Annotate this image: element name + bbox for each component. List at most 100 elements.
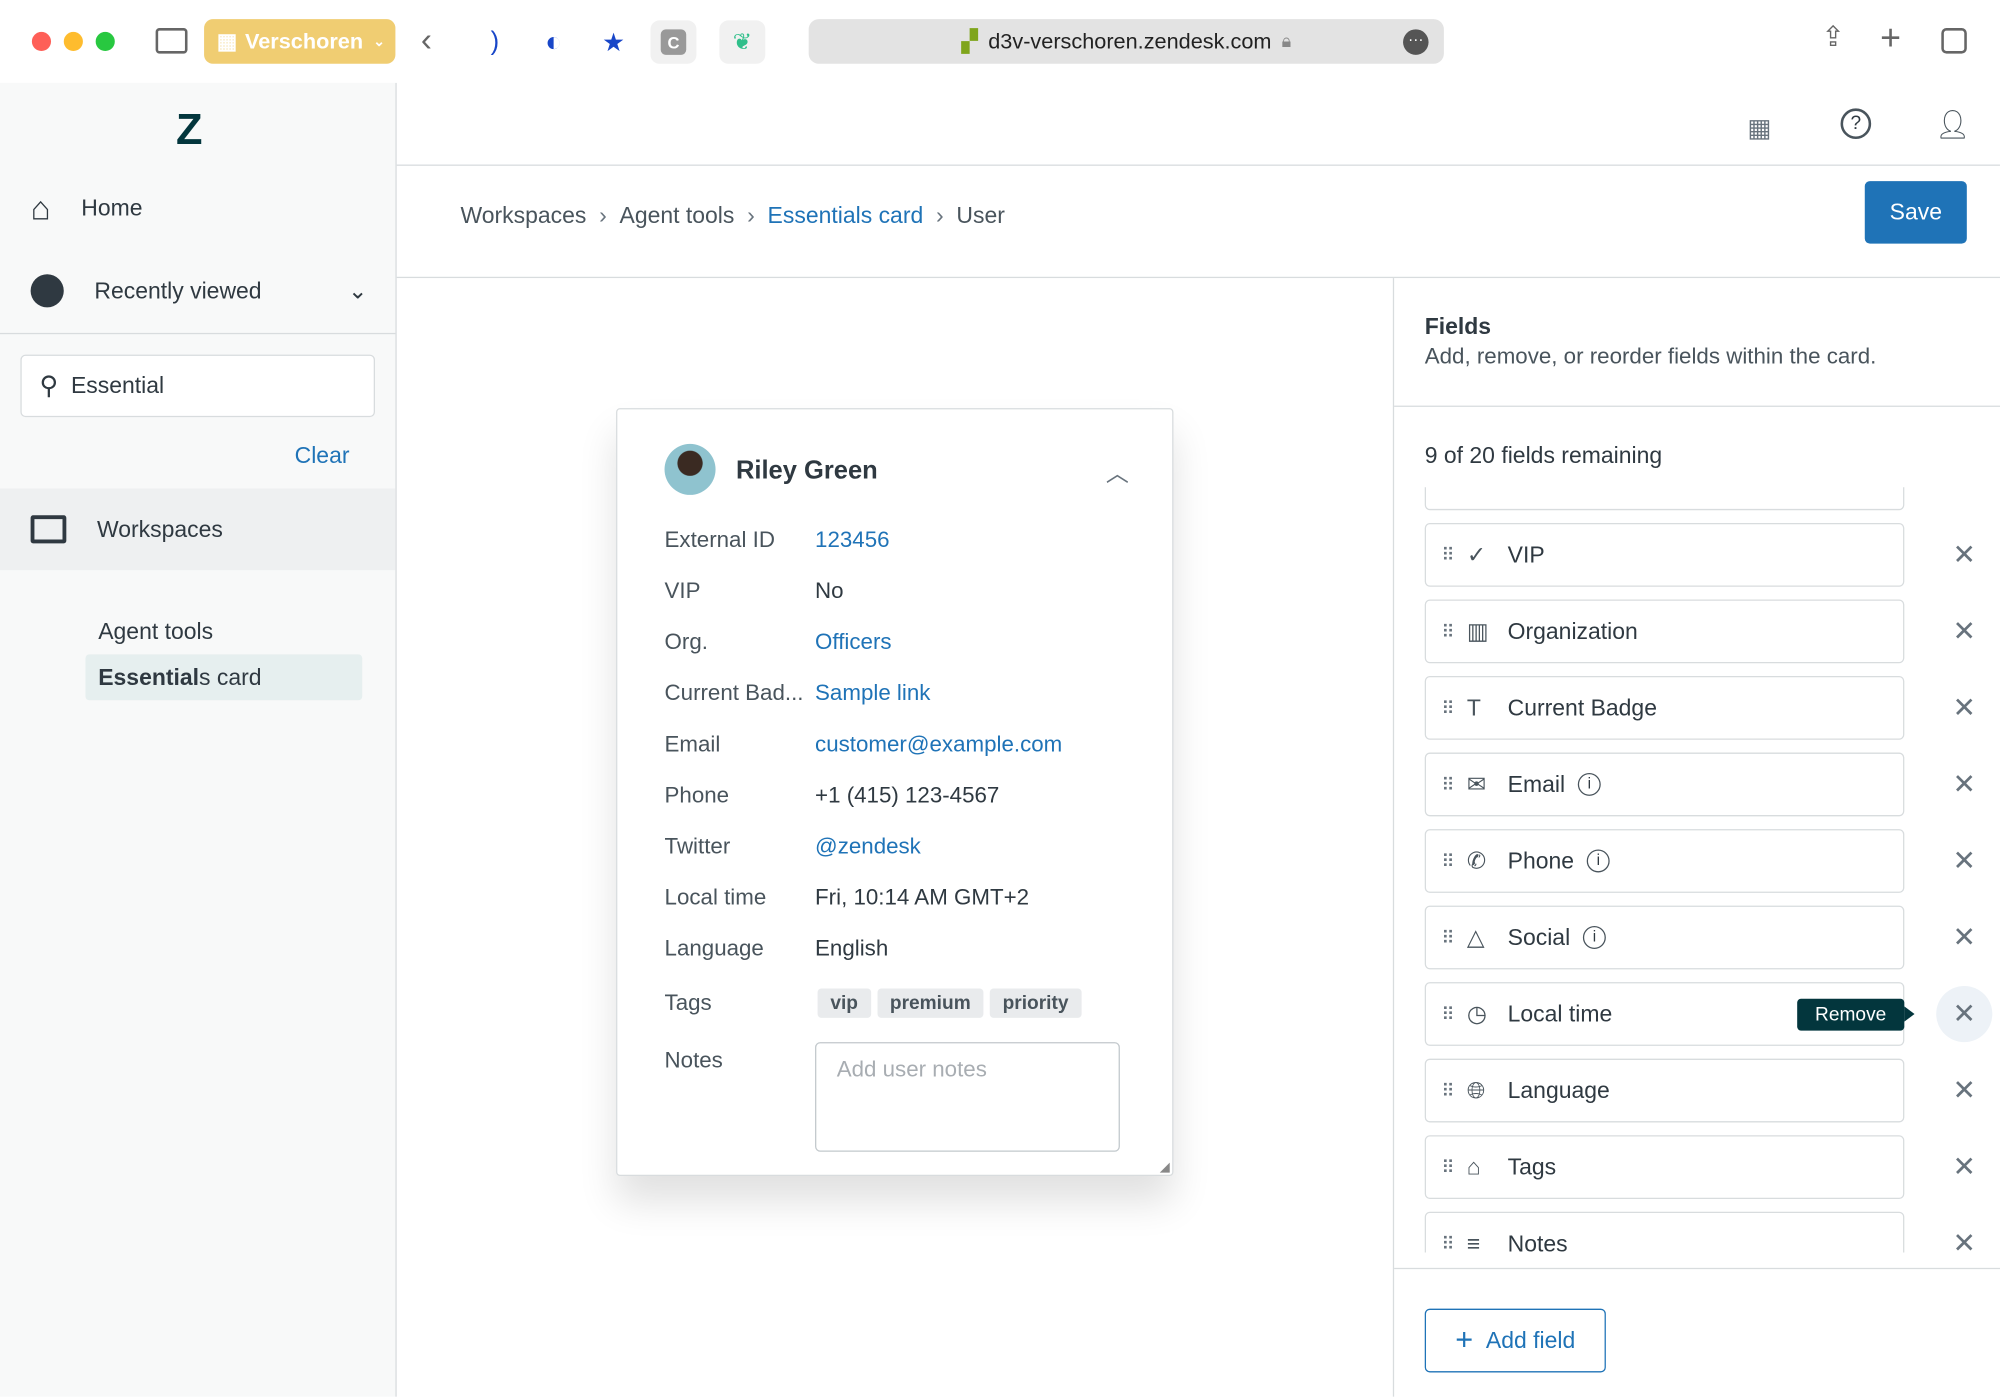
field-item-vip[interactable]: ⠿ ✓ VIP xyxy=(1424,522,1905,587)
remove-field-button[interactable]: ✕ xyxy=(1936,833,1992,889)
field-value[interactable]: Officers xyxy=(815,628,892,655)
nav-recently-viewed[interactable]: Recently viewed ⌄ xyxy=(0,253,395,330)
remove-field-button[interactable]: ✕ xyxy=(1936,756,1992,812)
rss-icon[interactable]: ) xyxy=(490,27,500,56)
drag-handle-icon[interactable]: ⠿ xyxy=(1441,1079,1455,1101)
remove-field-button[interactable]: ✕ xyxy=(1936,985,1993,1043)
info-icon[interactable]: i xyxy=(1577,772,1601,796)
save-button[interactable]: Save xyxy=(1864,181,1967,244)
drag-handle-icon[interactable]: ⠿ xyxy=(1441,926,1455,948)
notes-textarea[interactable]: Add user notes xyxy=(815,1042,1120,1152)
remove-field-button[interactable]: ✕ xyxy=(1936,1062,1992,1118)
profile-button[interactable]: ▦ Verschoren ⌄ xyxy=(204,19,396,64)
field-item-language[interactable]: ⠿ 🌐︎ Language xyxy=(1424,1058,1905,1123)
field-item-phone[interactable]: ⠿ ✆ Phone i xyxy=(1424,829,1905,893)
fields-list[interactable]: ⠿ ✓ VIP ✕ ⠿ ▥ Organization ✕ ⠿ T Current Badge ✕ ⠿ ✉ E… xyxy=(1394,487,2000,1253)
close-icon: ✕ xyxy=(1952,997,1977,1030)
drag-handle-icon[interactable]: ⠿ xyxy=(1441,620,1455,641)
building-icon: ▥ xyxy=(1466,617,1489,644)
collapse-chevron-icon[interactable]: ︿ xyxy=(1105,460,1129,486)
remove-field-button[interactable]: ✕ xyxy=(1936,680,1992,736)
field-label: Twitter xyxy=(664,832,731,859)
drag-handle-icon[interactable]: ⠿ xyxy=(1441,850,1455,871)
drag-handle-icon[interactable]: ⠿ xyxy=(1441,697,1455,718)
search-icon: ⚲ xyxy=(39,372,59,401)
drag-handle-icon[interactable]: ⠿ xyxy=(1441,1232,1455,1253)
search-input[interactable]: ⚲ Essential xyxy=(20,354,375,418)
field-item-notes[interactable]: ⠿ ≡ Notes xyxy=(1424,1211,1905,1253)
user-name: Riley Green xyxy=(735,456,878,485)
close-icon: ✕ xyxy=(1952,844,1977,877)
lock-icon: 🔒︎ xyxy=(1281,30,1292,52)
fields-remaining: 9 of 20 fields remaining xyxy=(1424,442,1663,469)
phone-icon: ✆ xyxy=(1466,847,1487,874)
new-tab-icon[interactable]: + xyxy=(1880,17,1901,58)
nav-essentials-card[interactable]: Essentials card xyxy=(85,654,363,701)
field-value[interactable]: 123456 xyxy=(815,526,890,553)
resize-handle-icon[interactable]: ◢ xyxy=(1159,1160,1170,1175)
tag: priority xyxy=(989,988,1082,1018)
remove-field-button[interactable]: ✕ xyxy=(1936,603,1992,659)
remove-tooltip: Remove xyxy=(1797,998,1915,1031)
minimize-window-button[interactable] xyxy=(63,31,83,52)
field-value: No xyxy=(815,577,844,604)
field-label: Org. xyxy=(664,628,708,655)
essentials-card-preview: Riley Green ︿ External ID 123456 VIP No Org.… xyxy=(616,408,1174,1177)
close-window-button[interactable] xyxy=(31,31,52,52)
field-item[interactable] xyxy=(1424,487,1905,511)
zoom-window-button[interactable] xyxy=(95,31,115,52)
nav-home[interactable]: ⌂ Home xyxy=(30,188,143,227)
drag-handle-icon[interactable]: ⠿ xyxy=(1441,1003,1455,1024)
sidebar-toggle-icon[interactable] xyxy=(155,28,188,54)
drag-handle-icon[interactable]: ⠿ xyxy=(1441,544,1455,565)
envelope-icon: ✉ xyxy=(1466,771,1487,797)
field-value[interactable]: @zendesk xyxy=(815,832,921,859)
add-field-button[interactable]: + Add field xyxy=(1424,1308,1606,1373)
breadcrumb-essentials-card[interactable]: Essentials card xyxy=(767,202,924,229)
field-item-current-badge[interactable]: ⠿ T Current Badge xyxy=(1424,676,1905,740)
drag-handle-icon[interactable]: ⠿ xyxy=(1441,773,1455,794)
field-value[interactable]: customer@example.com xyxy=(815,730,1063,757)
drag-handle-icon[interactable]: ⠿ xyxy=(1441,1156,1455,1177)
field-label: Notes xyxy=(664,1047,723,1073)
extension-leaf-icon[interactable]: ❦ xyxy=(719,20,766,64)
clear-button[interactable]: Clear xyxy=(294,442,350,469)
info-icon[interactable]: i xyxy=(1586,849,1610,873)
close-icon: ✕ xyxy=(1952,1073,1977,1106)
breadcrumb-agent-tools[interactable]: Agent tools xyxy=(619,202,735,229)
sidebar: Z ⌂ Home Recently viewed ⌄ ⚲ Essential Clea… xyxy=(0,82,397,1397)
user-profile-icon[interactable]: 👤︎ xyxy=(1934,108,1971,141)
breadcrumb-workspaces[interactable]: Workspaces xyxy=(460,202,587,229)
address-bar[interactable]: ▞ d3v-verschoren.zendesk.com 🔒︎ ··· xyxy=(808,19,1444,64)
share-icon[interactable]: ⇪ xyxy=(1821,20,1845,53)
tag: premium xyxy=(877,988,984,1018)
remove-field-button[interactable]: ✕ xyxy=(1936,1139,1992,1195)
field-value[interactable]: Sample link xyxy=(815,679,931,706)
tag-icon: ⌂ xyxy=(1466,1153,1481,1180)
field-item-organization[interactable]: ⠿ ▥ Organization xyxy=(1424,599,1905,664)
tab-overview-icon[interactable] xyxy=(1941,28,1967,54)
field-label: Tags xyxy=(664,989,712,1016)
chevron-right-icon: › xyxy=(747,202,755,229)
info-icon[interactable]: i xyxy=(1582,926,1606,949)
nav-workspaces[interactable]: Workspaces xyxy=(0,488,396,571)
back-icon[interactable]: ‹ xyxy=(420,20,432,59)
remove-field-button[interactable]: ✕ xyxy=(1936,1216,1992,1253)
field-item-social[interactable]: ⠿ △ Social i xyxy=(1424,905,1905,970)
extension-moon-icon[interactable]: ◐ xyxy=(545,25,563,58)
remove-field-button[interactable]: ✕ xyxy=(1936,527,1992,583)
more-icon[interactable]: ··· xyxy=(1403,29,1429,55)
remove-field-button[interactable]: ✕ xyxy=(1936,909,1992,965)
breadcrumb: Workspaces › Agent tools › Essentials card… xyxy=(396,166,2000,279)
chevron-right-icon: › xyxy=(599,202,607,229)
tags-list: vip premium priority xyxy=(817,988,1088,1018)
field-item-email[interactable]: ⠿ ✉ Email i xyxy=(1424,752,1905,817)
field-item-tags[interactable]: ⠿ ⌂ Tags xyxy=(1424,1135,1905,1199)
zendesk-logo-icon: Z xyxy=(176,105,203,155)
nav-agent-tools[interactable]: Agent tools xyxy=(98,618,214,645)
help-icon[interactable]: ? xyxy=(1840,108,1872,140)
extension-c-button[interactable]: C xyxy=(650,20,697,64)
bookmark-star-icon[interactable]: ★ xyxy=(602,28,625,57)
fields-panel: Fields Add, remove, or reorder fields wi… xyxy=(1392,278,2000,1397)
apps-grid-icon[interactable]: ▦ xyxy=(1747,114,1772,143)
